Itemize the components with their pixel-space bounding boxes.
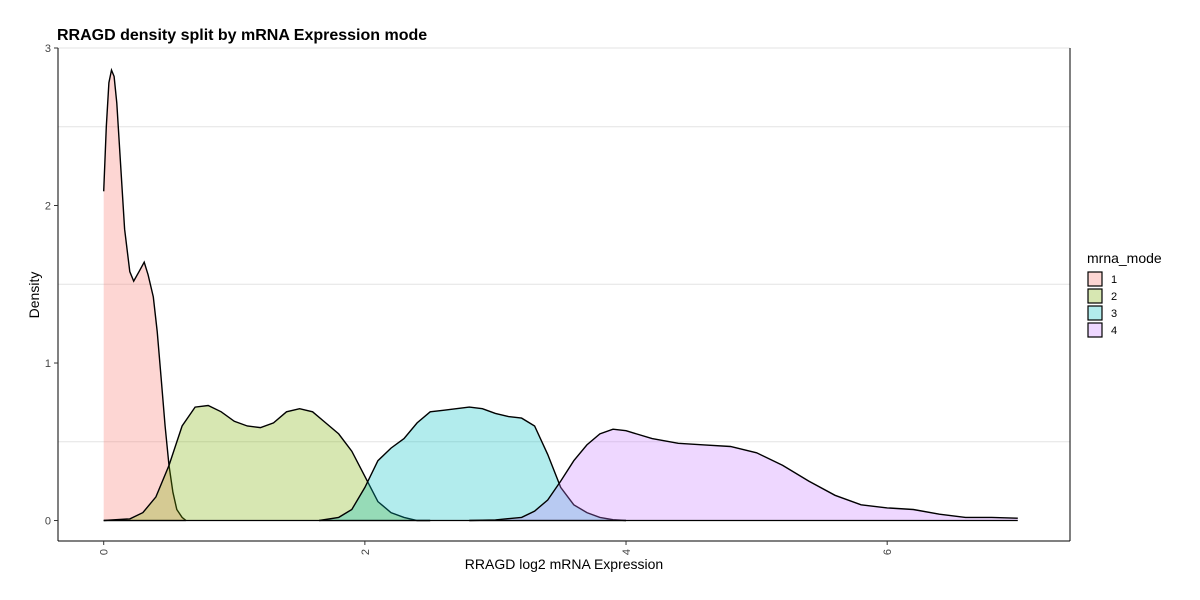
density-area-2 bbox=[103, 405, 431, 521]
x-axis-title: RRAGD log2 mRNA Expression bbox=[465, 556, 663, 572]
chart-title: RRAGD density split by mRNA Expression m… bbox=[57, 27, 427, 44]
axis-layer: 0 1 2 3 0 2 4 6 bbox=[45, 43, 1071, 555]
y-tick-label: 1 bbox=[45, 358, 51, 370]
density-line-3 bbox=[319, 406, 627, 522]
legend-key-1 bbox=[1087, 271, 1103, 287]
gridline-layer bbox=[58, 47, 1070, 443]
density-area-1 bbox=[103, 70, 186, 521]
y-tick-label: 0 bbox=[45, 516, 51, 528]
y-tick-label: 2 bbox=[45, 201, 51, 213]
legend-key-4 bbox=[1087, 322, 1103, 338]
density-line-4 bbox=[469, 428, 1018, 522]
density-area-3 bbox=[319, 407, 626, 521]
legend-label-4: 4 bbox=[1111, 325, 1117, 337]
x-tick-label: 4 bbox=[621, 549, 633, 555]
density-line-2 bbox=[103, 404, 431, 522]
x-tick-label: 0 bbox=[99, 549, 111, 555]
legend-key-2 bbox=[1087, 288, 1103, 304]
density-area-layer bbox=[103, 67, 1018, 522]
x-tick-label: 2 bbox=[360, 549, 372, 555]
legend-key-3 bbox=[1087, 305, 1103, 321]
density-line-1 bbox=[103, 67, 187, 522]
x-tick-label: 6 bbox=[882, 549, 894, 555]
legend-label-1: 1 bbox=[1111, 274, 1117, 286]
legend-title: mrna_mode bbox=[1087, 250, 1162, 266]
y-tick-label: 3 bbox=[45, 43, 51, 55]
density-area-4 bbox=[469, 429, 1018, 521]
legend: mrna_mode 1 2 3 4 bbox=[1087, 250, 1162, 338]
y-axis-title: Density bbox=[26, 272, 42, 319]
legend-label-3: 3 bbox=[1111, 308, 1117, 320]
legend-label-2: 2 bbox=[1111, 291, 1117, 303]
